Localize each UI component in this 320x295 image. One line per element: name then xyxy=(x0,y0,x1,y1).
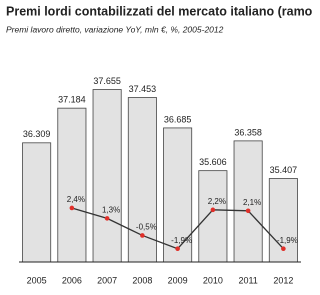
value-label: 2,1% xyxy=(243,198,261,207)
point xyxy=(175,246,180,252)
value-label: -0,5% xyxy=(136,223,157,232)
point xyxy=(245,208,251,214)
point xyxy=(140,233,145,238)
value-label: 36.358 xyxy=(234,127,262,137)
point xyxy=(104,216,110,221)
x-tick-label: 2011 xyxy=(238,275,257,285)
point xyxy=(281,246,286,252)
value-label: 35.606 xyxy=(199,157,227,167)
value-label: 2,4% xyxy=(67,195,85,204)
x-tick-label: 2010 xyxy=(203,275,223,285)
value-label: -1,9% xyxy=(277,236,298,245)
x-tick-label: 2009 xyxy=(168,275,188,285)
x-tick-label: 2005 xyxy=(27,275,47,285)
x-tick-label: 2006 xyxy=(62,275,82,285)
value-label: 2,2% xyxy=(208,197,226,206)
value-label: 37.655 xyxy=(93,76,121,86)
x-tick-label: 2012 xyxy=(273,275,293,285)
value-label: 36.685 xyxy=(164,114,192,124)
x-tick-label: 2007 xyxy=(97,275,117,285)
x-tick-label: 2008 xyxy=(132,275,152,285)
bar xyxy=(22,142,52,263)
bar xyxy=(92,89,122,263)
point xyxy=(69,205,75,211)
value-label: 35.407 xyxy=(270,165,298,175)
value-label: 37.184 xyxy=(58,95,86,105)
value-label: 36.309 xyxy=(23,129,51,139)
chart-subtitle: Premi lavoro diretto, variazione YoY, ml… xyxy=(6,24,224,34)
point xyxy=(210,207,216,213)
bar xyxy=(57,107,87,263)
bar xyxy=(198,170,228,263)
bar xyxy=(233,140,263,263)
value-label: 37.453 xyxy=(129,84,157,94)
chart-title: Premi lordi contabilizzati del mercato i… xyxy=(6,4,315,18)
value-label: -1,9% xyxy=(171,236,192,245)
bar xyxy=(163,127,193,263)
value-label: 1,3% xyxy=(102,205,120,214)
